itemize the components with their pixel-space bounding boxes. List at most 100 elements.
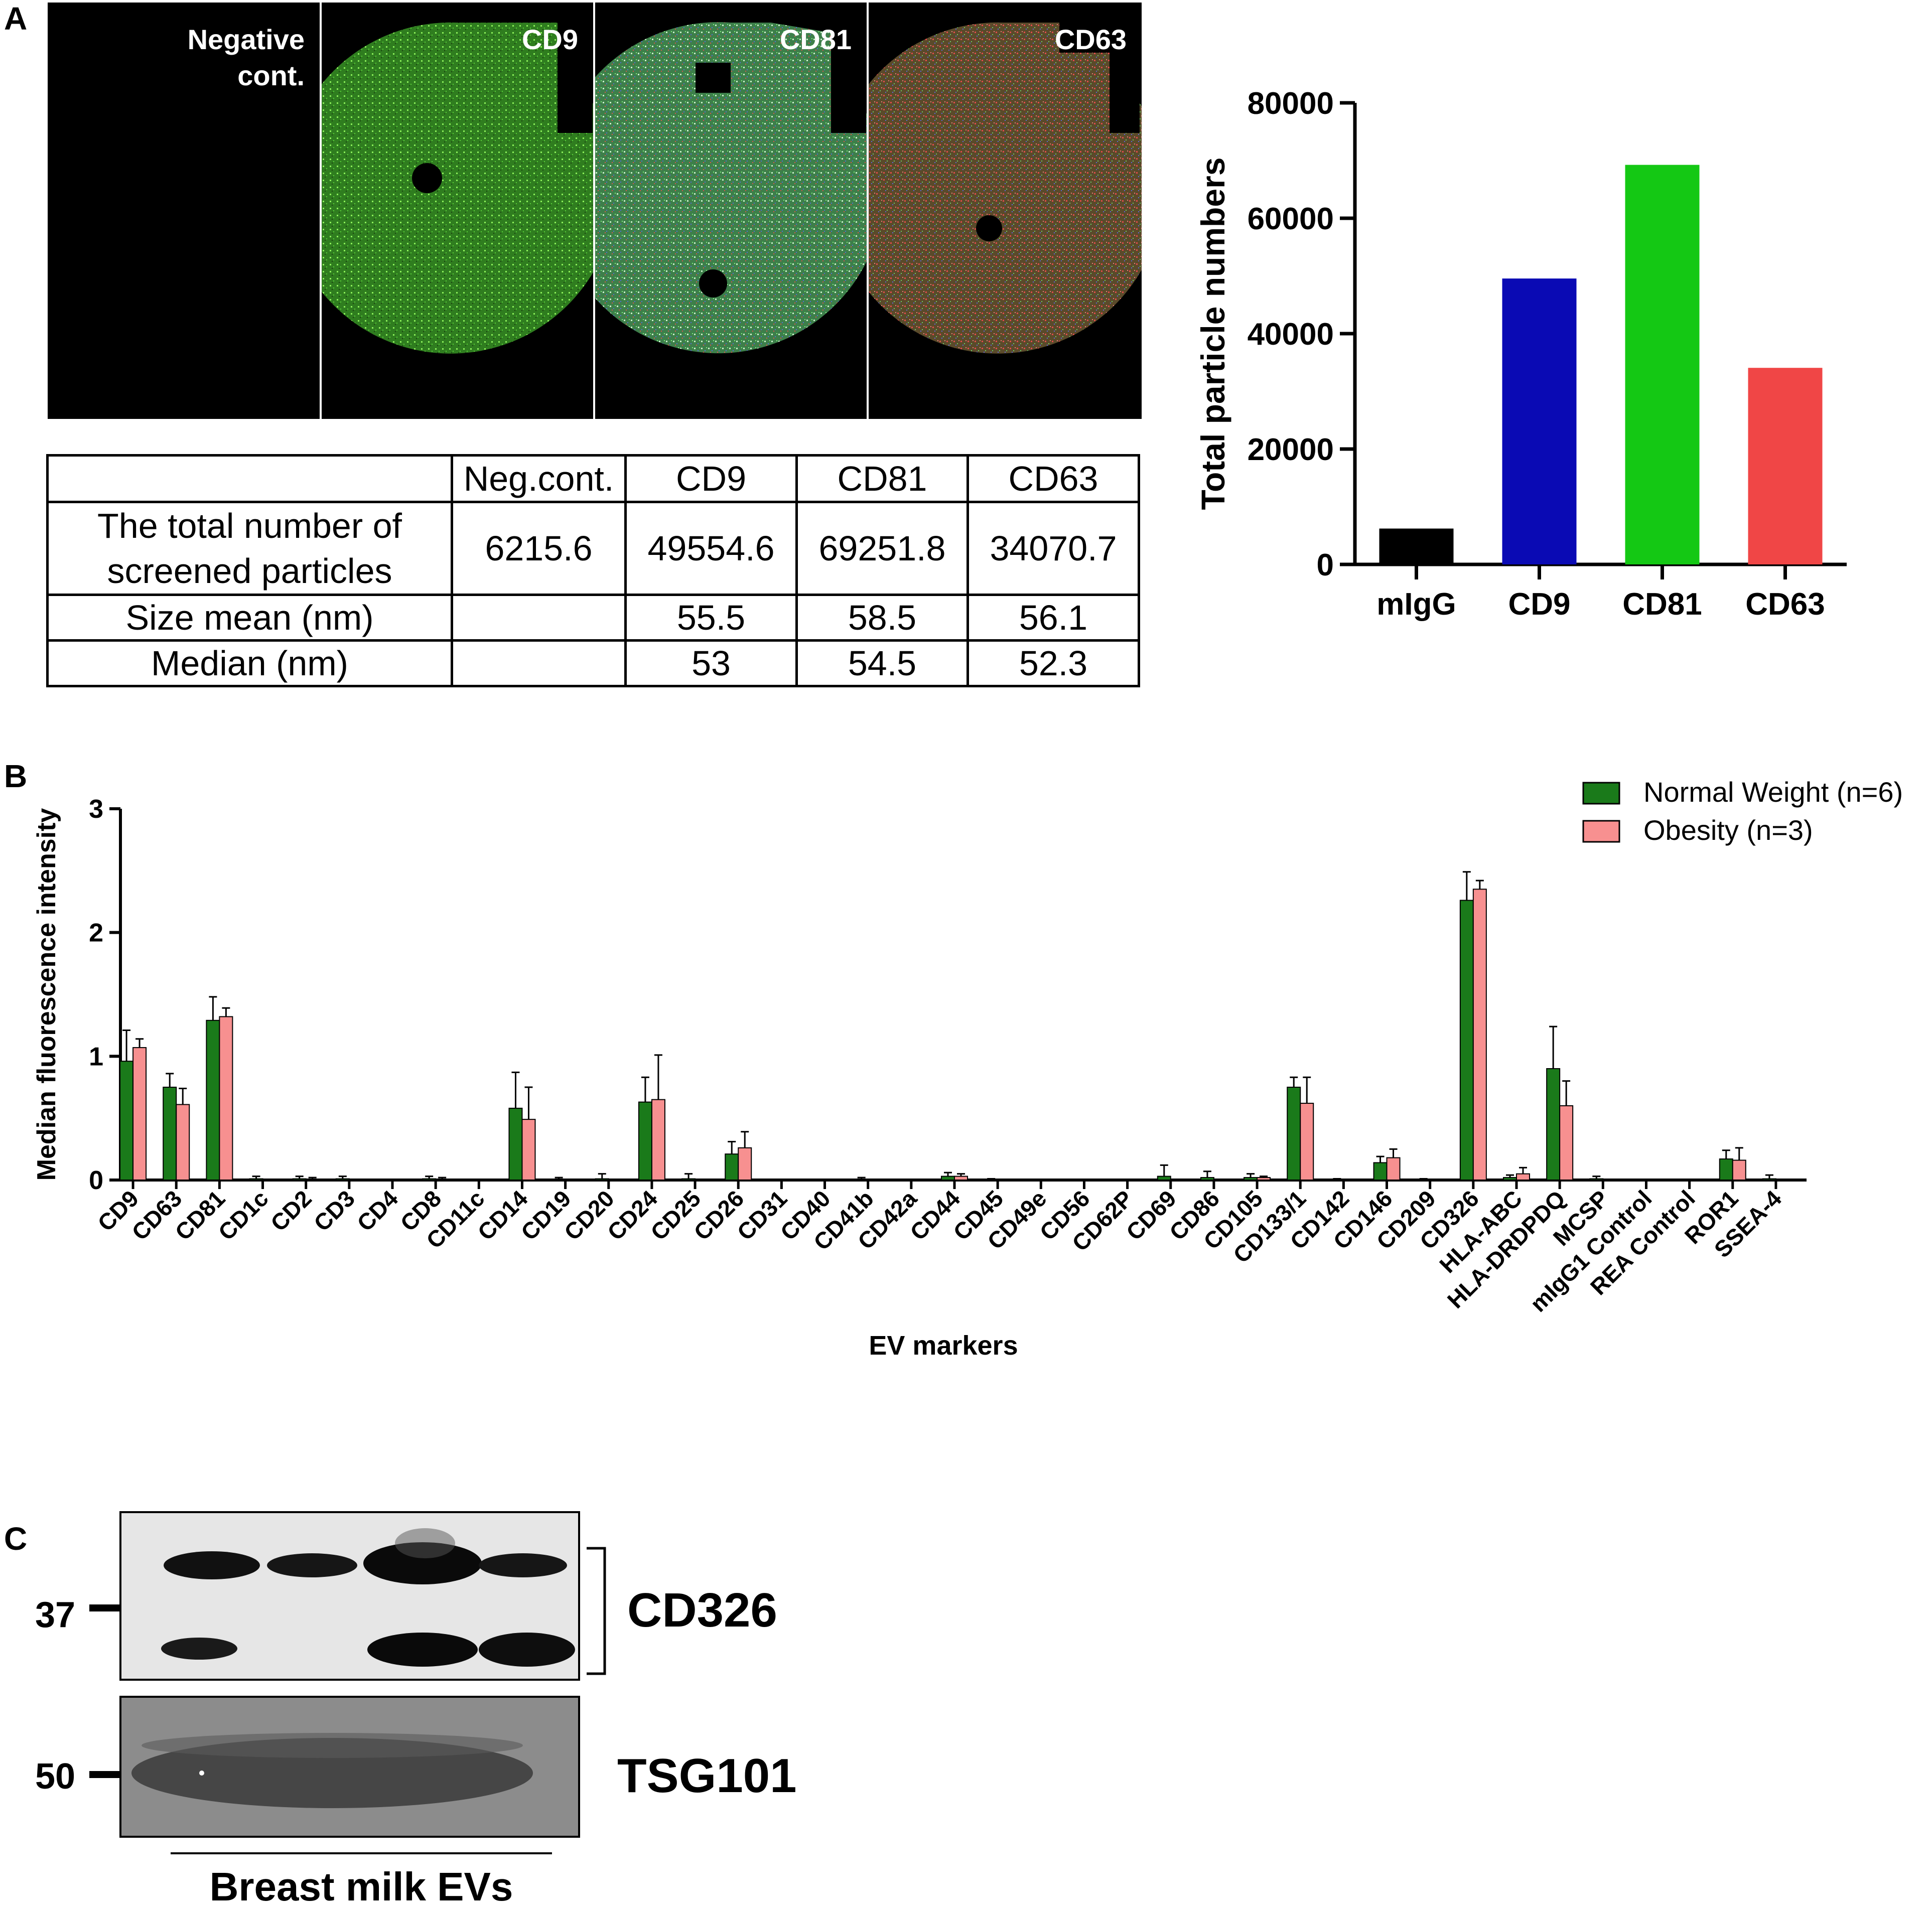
- bar-normal: [941, 1175, 955, 1181]
- x-tick-label: CD19: [516, 1185, 576, 1245]
- bar-normal: [725, 1153, 739, 1181]
- tile-label-cd81: CD81: [780, 22, 852, 58]
- group-label: Breast milk EVs: [209, 1864, 513, 1909]
- x-tick-label: CD3: [309, 1185, 360, 1236]
- bar-cd81: [1625, 165, 1700, 564]
- table-row: Size mean (nm) 55.5 58.5 56.1: [46, 594, 1140, 642]
- bar-normal: [1762, 1178, 1776, 1181]
- legend-label-normal: Normal Weight (n=6): [1643, 776, 1903, 808]
- microscopy-tile-negative: Negative cont.: [48, 3, 320, 419]
- bar-obesity: [219, 1016, 233, 1181]
- bar-normal: [1287, 1087, 1301, 1181]
- microscopy-tile-cd63: CD63: [869, 3, 1142, 419]
- bar-normal: [1157, 1175, 1171, 1181]
- x-tick-label: CD14: [473, 1185, 533, 1245]
- table-cell: 58.5: [795, 594, 969, 642]
- x-tick-label: CD31: [732, 1185, 792, 1245]
- table-cell: 49554.6: [624, 501, 798, 596]
- group-line: [171, 1852, 552, 1854]
- table-header-cell: CD63: [967, 454, 1140, 503]
- x-tick-label: CD20: [559, 1185, 619, 1245]
- x-tick-label: CD1c: [213, 1185, 273, 1245]
- y-tick-label: 60000: [1248, 202, 1334, 236]
- panel-letter-c: C: [4, 1521, 28, 1557]
- table-header-cell: CD9: [624, 454, 798, 503]
- table-cell: 55.5: [624, 594, 798, 642]
- mw-marker-37: 37: [35, 1595, 76, 1635]
- bar-normal: [681, 1178, 696, 1181]
- panel-letter-a: A: [4, 1, 28, 37]
- y-axis-label: Median fluorescence intensity: [32, 808, 61, 1181]
- x-tick-label: CD69: [1121, 1185, 1181, 1245]
- microscopy-tile-cd9: CD9: [322, 3, 593, 419]
- bar-normal: [595, 1178, 609, 1181]
- bar-obesity: [176, 1104, 190, 1181]
- x-tick-label: mIgG: [1376, 587, 1456, 622]
- x-tick-label: CD26: [688, 1185, 749, 1245]
- row-label-line: screened particles: [107, 551, 392, 591]
- table-cell: [451, 639, 627, 687]
- bar-normal: [1244, 1177, 1258, 1181]
- y-axis-label: Total particle numbers: [1194, 158, 1231, 510]
- bar-obesity: [1386, 1157, 1401, 1181]
- tile-label-cd63: CD63: [1055, 22, 1127, 58]
- table-cell: 54.5: [795, 639, 969, 687]
- bar-cd63: [1748, 368, 1823, 564]
- table-cell: 53: [624, 639, 798, 687]
- table-cell: 6215.6: [451, 501, 627, 596]
- blot-cd326-bands: [161, 1528, 575, 1667]
- table-row-label: Size mean (nm): [46, 594, 453, 642]
- bar-normal: [1503, 1177, 1517, 1181]
- table-header-row: Neg.cont. CD9 CD81 CD63: [46, 454, 1140, 503]
- bar-normal: [163, 1087, 177, 1181]
- bar-normal: [1546, 1068, 1561, 1181]
- bar-obesity: [954, 1175, 968, 1181]
- bar-obesity: [1472, 889, 1487, 1181]
- table-header-cell: Neg.cont.: [451, 454, 627, 503]
- bar-migg: [1379, 528, 1454, 564]
- y-tick-label: 0: [89, 1166, 103, 1195]
- x-tick-label: CD25: [645, 1185, 706, 1245]
- table-cell: [451, 594, 627, 642]
- blot-cd326: [119, 1511, 580, 1681]
- bar-obesity: [1257, 1177, 1271, 1181]
- table-row-label: Median (nm): [46, 639, 453, 687]
- bar-obesity: [1732, 1159, 1746, 1181]
- tile-label-line: CD63: [1054, 24, 1127, 55]
- bar-normal: [638, 1101, 652, 1181]
- bar-normal: [119, 1061, 134, 1181]
- x-tick-label: CD44: [905, 1185, 965, 1245]
- tile-label-line: CD81: [779, 24, 852, 55]
- x-axis-label: EV markers: [869, 1331, 1018, 1361]
- legend-swatch-normal: [1582, 782, 1620, 805]
- tile-label-cd9: CD9: [522, 22, 578, 58]
- table-cell: 56.1: [967, 594, 1140, 642]
- table-row: Median (nm) 53 54.5 52.3: [46, 639, 1140, 687]
- bar-obesity: [651, 1099, 665, 1181]
- y-tick-label: 20000: [1248, 432, 1334, 467]
- particle-count-chart: 0 20000 40000 60000 80000 mIgG CD9 CD81 CD63 Tota…: [1194, 86, 1847, 622]
- x-tick-label: CD63: [126, 1185, 187, 1245]
- x-tick-label: CD2: [265, 1185, 317, 1236]
- bar-obesity: [132, 1047, 147, 1181]
- y-tick-label: 2: [89, 919, 103, 948]
- bar-obesity: [738, 1147, 752, 1181]
- bar-normal: [206, 1019, 220, 1181]
- legend-swatch-obesity: [1582, 820, 1620, 843]
- bar-normal: [1719, 1158, 1733, 1181]
- y-tick-label: 1: [89, 1042, 103, 1071]
- table-row-label: The total number of screened particles: [46, 501, 453, 596]
- x-tick-label: CD24: [602, 1185, 662, 1245]
- table-cell: [46, 454, 453, 503]
- table-row: The total number of screened particles 6…: [46, 501, 1140, 596]
- microscopy-images: Negative cont. CD9: [48, 3, 1142, 419]
- mw-tick-50: [89, 1771, 119, 1778]
- tile-label-negative: Negative cont.: [188, 22, 305, 94]
- x-tick-label: CD4: [352, 1185, 403, 1236]
- bar-obesity: [1516, 1173, 1530, 1181]
- table-cell: 52.3: [967, 639, 1140, 687]
- legend-label-obesity: Obesity (n=3): [1643, 814, 1813, 846]
- tile-label-line: Negative: [187, 24, 305, 55]
- mw-tick-37: [89, 1604, 119, 1611]
- blot-label-tsg101: TSG101: [617, 1749, 797, 1803]
